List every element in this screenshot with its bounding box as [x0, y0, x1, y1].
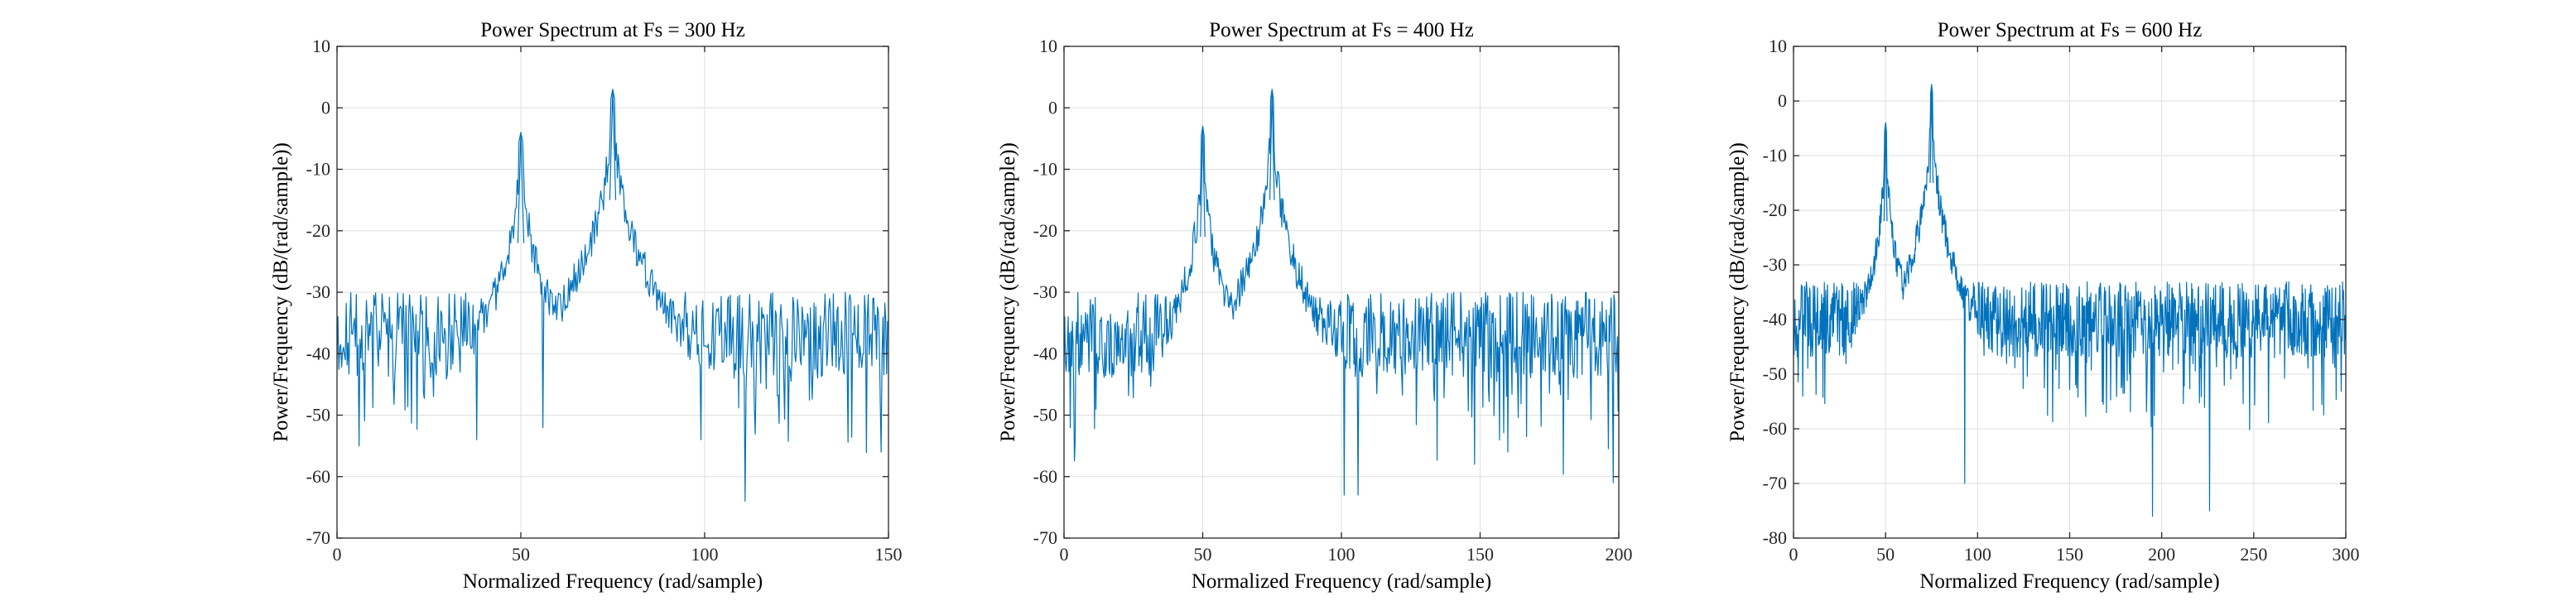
spectrum-peak: [517, 132, 525, 243]
y-tick-label: -50: [306, 405, 330, 426]
x-tick-label: 250: [2240, 544, 2267, 565]
y-tick-label: -70: [306, 527, 330, 548]
y-tick-label: -30: [1763, 254, 1787, 275]
spectrum-peak: [1883, 122, 1888, 222]
x-axis-label: Normalized Frequency (rad/sample): [1919, 570, 2219, 593]
y-tick-label: -60: [1763, 418, 1787, 439]
y-axis-label: Power/Frequency (dB/(rad/sample)): [997, 142, 1019, 442]
x-tick-label: 50: [512, 544, 530, 565]
x-tick-label: 100: [691, 544, 719, 565]
chart-title: Power Spectrum at Fs = 600 Hz: [1938, 19, 2203, 41]
chart-title: Power Spectrum at Fs = 400 Hz: [1209, 19, 1474, 41]
y-tick-label: -60: [306, 466, 330, 487]
y-tick-label: -10: [1763, 145, 1787, 166]
spectrum-line-1: [336, 89, 889, 502]
y-tick-label: 0: [321, 97, 330, 118]
y-tick-label: -20: [1763, 200, 1787, 220]
x-tick-label: 200: [2148, 544, 2175, 565]
chart-title: Power Spectrum at Fs = 300 Hz: [480, 19, 745, 41]
y-tick-label: -70: [1763, 473, 1787, 493]
x-tick-label: 150: [1466, 544, 1494, 565]
y-tick-label: 0: [1778, 90, 1787, 111]
y-tick-label: -40: [1033, 343, 1057, 363]
spectrum-peak: [1269, 89, 1275, 200]
y-tick-label: -10: [1033, 159, 1057, 180]
x-axis-label: Normalized Frequency (rad/sample): [1192, 570, 1491, 593]
y-tick-label: -40: [306, 343, 330, 363]
y-tick-label: -50: [1763, 363, 1787, 384]
y-tick-label: -30: [1033, 281, 1057, 302]
spectrum-peak: [1200, 125, 1206, 238]
spectrum-peak: [609, 89, 617, 200]
chart-panel-3: 0 50 100 150 200 250 300-80-70-60-50-40-30-20-…: [1726, 19, 2360, 593]
y-tick-label: -60: [1033, 466, 1057, 487]
y-tick-label: -80: [1763, 527, 1787, 548]
chart-panel-2: 0 50 100 150 200 -70 -60 -50 -40 -30 -20 -10 0 10 Powe…: [997, 19, 1633, 593]
x-tick-label: 100: [1328, 544, 1355, 565]
x-tick-label: 0: [1060, 544, 1069, 565]
y-tick-label: 10: [1039, 36, 1057, 56]
chart-panel-1: 0 50 100 150 -70 -60 -50 -40 -30 -20 -10 0 10 Power S…: [270, 19, 903, 593]
x-tick-label: 100: [1964, 544, 1991, 565]
x-tick-label: 150: [2056, 544, 2083, 565]
x-tick-label: 300: [2333, 544, 2360, 565]
y-tick-label: -30: [306, 281, 330, 302]
y-tick-label: -10: [306, 159, 330, 180]
y-tick-label: -50: [1033, 405, 1057, 426]
spectrum-peak: [1929, 84, 1934, 184]
y-tick-label: 10: [312, 36, 330, 56]
x-tick-label: 150: [875, 544, 903, 565]
y-tick-label: 0: [1048, 97, 1057, 118]
x-tick-label: 50: [1876, 544, 1895, 565]
y-tick-label: 10: [1769, 36, 1787, 56]
spectrum-line-2: [1063, 89, 1620, 496]
x-tick-label: 0: [1789, 544, 1798, 565]
x-tick-label: 200: [1606, 544, 1633, 565]
y-axis-label: Power/Frequency (dB/(rad/sample)): [1726, 142, 1749, 442]
y-tick-label: -40: [1763, 309, 1787, 329]
y-tick-label: -20: [1033, 220, 1057, 241]
y-tick-label: -70: [1033, 527, 1057, 548]
y-tick-label: -20: [306, 220, 330, 241]
x-axis-label: Normalized Frequency (rad/sample): [463, 570, 763, 593]
x-tick-label: 50: [1194, 544, 1212, 565]
y-axis-label: Power/Frequency (dB/(rad/sample)): [270, 142, 292, 442]
x-tick-label: 0: [333, 544, 342, 565]
